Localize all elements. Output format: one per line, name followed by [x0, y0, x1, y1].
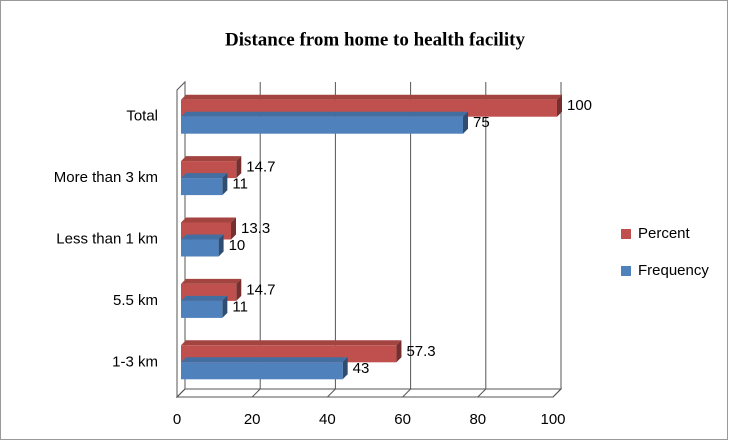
bar: [181, 239, 219, 257]
bar-top: [181, 156, 242, 162]
bar-top: [181, 340, 402, 346]
bar-side: [236, 156, 242, 179]
y-tick-label: Total: [126, 108, 158, 125]
bar-top: [181, 234, 224, 240]
bar-side: [557, 94, 562, 117]
bar-side: [396, 340, 402, 363]
floor-grid-line: [176, 388, 186, 398]
bar-side: [222, 295, 228, 318]
value-label: 14.7: [246, 281, 275, 298]
bar-top: [181, 217, 237, 223]
bar-top: [181, 357, 348, 363]
x-tick-label: 40: [319, 411, 336, 428]
value-label: 100: [567, 97, 592, 114]
legend-label: Frequency: [638, 262, 709, 279]
value-label: 13.3: [241, 220, 270, 237]
y-tick-label: 1-3 km: [112, 353, 158, 370]
bar-top: [181, 278, 242, 284]
bar: [181, 362, 343, 380]
bar-top: [181, 173, 228, 179]
x-tick-label: 80: [469, 411, 486, 428]
y-tick-label: More than 3 km: [54, 169, 158, 186]
bar-side: [236, 278, 242, 301]
legend-label: Percent: [638, 225, 691, 242]
bar-side: [222, 173, 228, 196]
floor: [175, 388, 563, 398]
value-label: 75: [473, 114, 490, 131]
x-tick-label: 100: [540, 411, 565, 428]
value-label: 11: [232, 176, 248, 193]
value-label: 57.3: [406, 343, 435, 360]
bar-top: [181, 295, 228, 301]
value-label: 43: [353, 360, 370, 377]
x-tick-label: 20: [244, 411, 261, 428]
bar: [181, 178, 223, 196]
bar-top: [181, 94, 562, 100]
bar: [181, 116, 463, 134]
value-label: 14.7: [246, 159, 275, 176]
legend-swatch: [621, 266, 631, 276]
floor-grid-line: [251, 388, 261, 398]
value-label: 11: [232, 298, 248, 315]
y-tick-label: 5.5 km: [113, 292, 158, 309]
floor-grid-line: [402, 388, 411, 398]
bar: [181, 300, 223, 318]
floor-grid-line: [477, 388, 487, 398]
y-tick-label: Less than 1 km: [56, 230, 158, 247]
bar-side: [231, 217, 237, 240]
x-tick-label: 0: [173, 411, 181, 428]
bar-top: [181, 111, 468, 117]
floor-grid-line: [327, 388, 336, 398]
bar-side: [463, 111, 468, 134]
floor-grid-line: [552, 388, 562, 398]
value-label: 10: [229, 237, 246, 254]
chart-title: Distance from home to health facility: [225, 29, 525, 50]
legend-swatch: [621, 229, 631, 239]
x-tick-label: 60: [394, 411, 411, 428]
bar-side: [342, 357, 348, 380]
bar-side: [218, 234, 224, 257]
